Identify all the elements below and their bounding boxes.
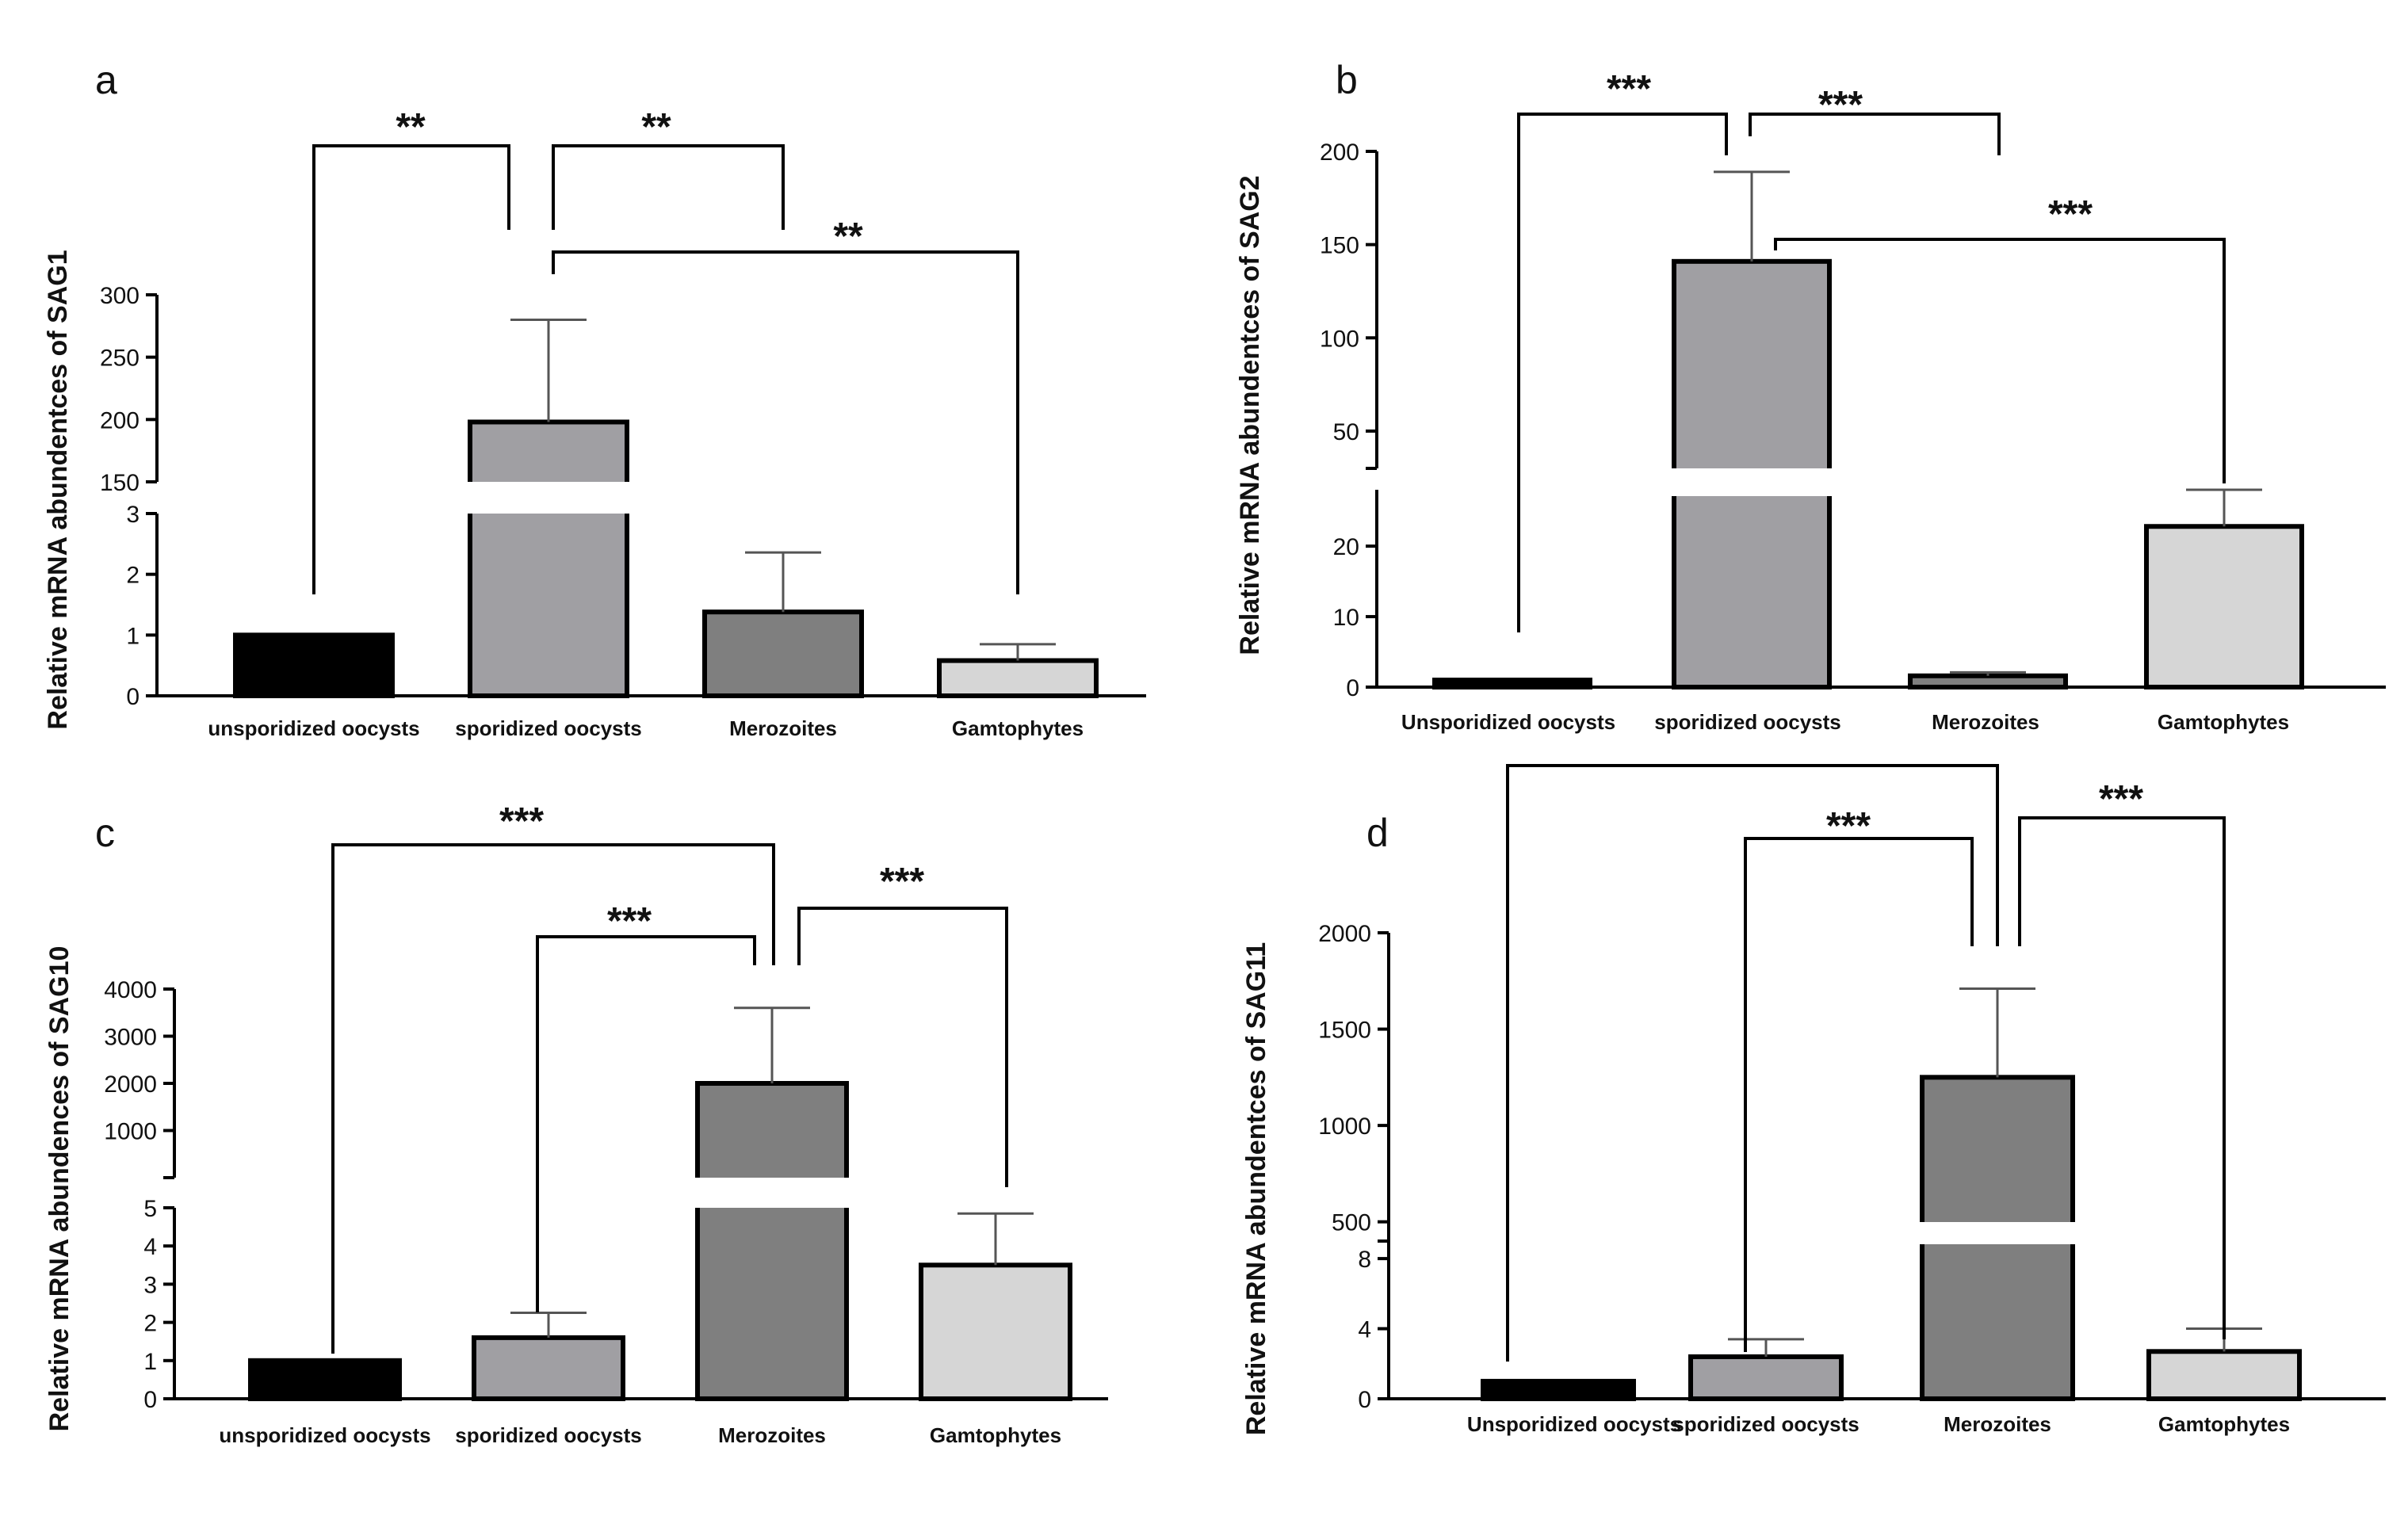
x-tick-label: sporidized oocysts	[1672, 1412, 1860, 1436]
y-tick-label: 250	[100, 346, 140, 372]
significance-bracket	[1774, 238, 2226, 483]
y-tick-label: 1	[126, 623, 140, 649]
y-tick-label: 500	[1332, 1210, 1371, 1236]
significance-label: **	[396, 106, 426, 148]
y-tick-label: 1000	[1318, 1113, 1371, 1140]
panel-b-sag2: b Relative mRNA abundentces of SAG2 Unsp…	[1235, 58, 2387, 734]
y-tick-label: 50	[1333, 419, 1359, 445]
bar	[2144, 524, 2304, 689]
y-tick-label: 0	[126, 684, 140, 710]
panel-label-c: c	[95, 811, 115, 855]
significance-bracket	[552, 250, 1019, 594]
significance-bracket	[312, 144, 510, 594]
y-tick-label: 0	[1358, 1387, 1371, 1413]
significance-label: ***	[1818, 84, 1863, 126]
bar	[1688, 1354, 1844, 1402]
y-tick-label: 1500	[1318, 1018, 1371, 1044]
y-axis-label: Relative mRNA abundentces of SAG11	[1241, 942, 1271, 1435]
panel-a-sag1: a Relative mRNA abundentces of SAG1 unsp…	[43, 58, 1148, 740]
bar	[695, 1081, 849, 1401]
x-tick-label: Merozoites	[1944, 1412, 2051, 1436]
x-tick-label: Gamtophytes	[952, 716, 1084, 740]
bar	[472, 1335, 625, 1402]
significance-bracket	[331, 843, 775, 1354]
x-tick-label: Unsporidized oocysts	[1401, 710, 1615, 734]
axis-break	[160, 1178, 1110, 1208]
y-tick-label: 4	[1358, 1317, 1371, 1343]
y-tick-label: 2	[126, 563, 140, 589]
significance-label: ***	[1826, 805, 1871, 847]
significance-label: ***	[1607, 68, 1651, 110]
y-axis-label: Relative mRNA abundences of SAG10	[44, 946, 75, 1432]
y-tick-label: 10	[1333, 605, 1359, 631]
x-tick-label: sporidized oocysts	[455, 716, 642, 740]
y-tick-label: 3000	[104, 1025, 157, 1051]
y-tick-label: 1000	[104, 1119, 157, 1145]
significance-bracket	[1506, 764, 1999, 1362]
y-tick-label: 3	[143, 1272, 157, 1298]
axis-break	[1363, 468, 2387, 496]
axis-break	[1374, 1222, 2387, 1244]
bar	[1481, 1378, 1636, 1402]
y-tick-label: 2000	[104, 1071, 157, 1098]
panel-label-a: a	[95, 58, 117, 102]
y-tick-label: 2000	[1318, 921, 1371, 947]
y-tick-label: 1	[143, 1349, 157, 1375]
y-tick-label: 300	[100, 283, 140, 309]
significance-bracket	[2018, 816, 2226, 1339]
panel-c-sag10: c Relative mRNA abundences of SAG10 unsp…	[44, 800, 1110, 1447]
significance-label: ***	[2048, 193, 2093, 235]
y-tick-label: 4	[143, 1234, 157, 1260]
x-tick-label: unsporidized oocysts	[208, 716, 419, 740]
y-tick-label: 4000	[104, 977, 157, 1003]
y-tick-label: 0	[143, 1387, 157, 1413]
y-tick-label: 100	[1320, 326, 1359, 352]
y-axis-label: Relative mRNA abundentces of SAG1	[43, 250, 73, 729]
y-tick-label: 8	[1358, 1247, 1371, 1273]
significance-bracket	[552, 144, 785, 230]
y-axis-label: Relative mRNA abundentces of SAG2	[1235, 175, 1265, 655]
y-tick-label: 20	[1333, 534, 1359, 560]
bar	[702, 609, 864, 699]
significance-label: ***	[499, 800, 544, 842]
significance-label: ***	[2099, 778, 2143, 820]
x-tick-label: Unsporidized oocysts	[1467, 1412, 1681, 1436]
panel-label-d: d	[1366, 811, 1389, 855]
bar	[919, 1262, 1072, 1402]
x-tick-label: sporidized oocysts	[1654, 710, 1841, 734]
x-tick-label: Merozoites	[718, 1423, 826, 1447]
significance-label: ***	[880, 861, 924, 903]
x-tick-label: Gamtophytes	[2158, 710, 2289, 734]
bar	[233, 632, 395, 698]
significance-bracket	[1517, 113, 1728, 632]
x-tick-label: unsporidized oocysts	[219, 1423, 430, 1447]
y-tick-label: 200	[100, 407, 140, 434]
y-tick-label: 150	[100, 470, 140, 496]
bar	[937, 658, 1099, 698]
x-tick-label: sporidized oocysts	[455, 1423, 642, 1447]
x-tick-label: Merozoites	[1932, 710, 2039, 734]
y-tick-label: 5	[143, 1196, 157, 1222]
axis-break	[143, 482, 1148, 514]
significance-bracket	[536, 935, 756, 1312]
panel-d-sag11: d Relative mRNA abundentces of SAG11 Uns…	[1241, 764, 2387, 1436]
bar	[1908, 673, 2068, 689]
significance-bracket	[797, 907, 1008, 1187]
panel-label-b: b	[1336, 58, 1358, 102]
y-tick-label: 3	[126, 502, 140, 528]
significance-bracket	[1749, 113, 2001, 155]
bar	[2146, 1349, 2302, 1402]
bar	[468, 419, 629, 698]
y-tick-label: 2	[143, 1311, 157, 1337]
x-tick-label: Merozoites	[729, 716, 837, 740]
x-tick-label: Gamtophytes	[930, 1423, 1061, 1447]
bar	[248, 1358, 402, 1402]
y-tick-label: 200	[1320, 139, 1359, 166]
significance-bracket	[1744, 837, 1974, 1352]
y-tick-label: 150	[1320, 233, 1359, 259]
x-tick-label: Gamtophytes	[2158, 1412, 2290, 1436]
y-tick-label: 0	[1346, 675, 1359, 701]
significance-label: **	[641, 106, 671, 148]
